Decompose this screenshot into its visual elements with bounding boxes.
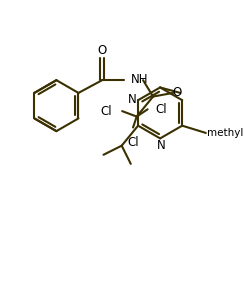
Text: NH: NH [131, 73, 149, 86]
Text: methyl: methyl [207, 128, 243, 138]
Text: O: O [98, 44, 107, 58]
Text: Cl: Cl [100, 105, 112, 118]
Text: N: N [157, 139, 165, 152]
Text: N: N [127, 93, 136, 106]
Text: Cl: Cl [156, 103, 167, 116]
Text: Cl: Cl [127, 136, 139, 149]
Text: O: O [172, 86, 181, 99]
